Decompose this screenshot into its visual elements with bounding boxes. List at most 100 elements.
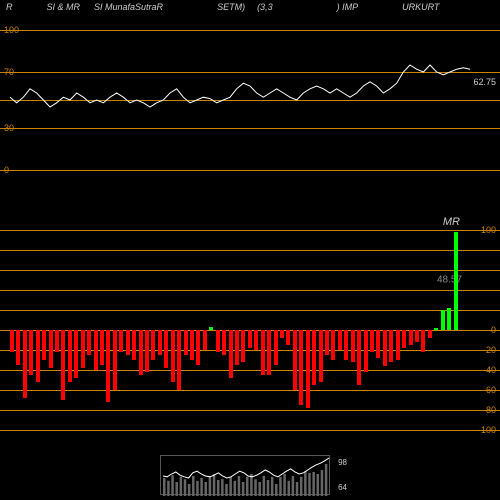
mr-bar	[184, 330, 188, 355]
mr-bar	[364, 330, 368, 372]
mr-bar	[74, 330, 78, 378]
mr-bar	[106, 330, 110, 402]
grid-label: -20	[483, 345, 496, 355]
mr-bar	[68, 330, 72, 382]
mr-bar	[158, 330, 162, 355]
mr-bar	[190, 330, 194, 360]
gridline	[0, 430, 500, 431]
mr-bar	[235, 330, 239, 365]
header-label: (3,3	[257, 2, 273, 12]
mr-bar	[229, 330, 233, 378]
mr-bar	[274, 330, 278, 365]
mr-bar	[171, 330, 175, 382]
mr-bar	[421, 330, 425, 352]
mr-bar	[126, 330, 130, 355]
grid-label: 0	[491, 325, 496, 335]
mr-bar	[81, 330, 85, 368]
mr-bar	[61, 330, 65, 400]
mr-bar	[23, 330, 27, 398]
mr-bar	[344, 330, 348, 360]
mr-bar	[222, 330, 226, 355]
mr-bar	[357, 330, 361, 385]
mini-label-top: 98	[338, 458, 347, 467]
mr-bar	[428, 330, 432, 338]
mr-bar	[87, 330, 91, 355]
mr-bar	[312, 330, 316, 385]
grid-label: 100	[481, 225, 496, 235]
mr-bar	[434, 328, 438, 330]
header-label: SETM)	[217, 2, 245, 12]
mr-bar	[145, 330, 149, 372]
mr-bar	[351, 330, 355, 362]
mr-bar	[203, 330, 207, 350]
mr-bar	[441, 310, 445, 330]
mini-summary-panel: 9864	[160, 455, 330, 495]
mr-bar	[306, 330, 310, 408]
grid-label: -40	[483, 365, 496, 375]
rsi-panel: 0307010062.75	[0, 30, 500, 170]
mr-bar	[267, 330, 271, 375]
mr-bar	[389, 330, 393, 362]
grid-label: -100	[478, 425, 496, 435]
mr-bar	[319, 330, 323, 382]
mr-bar	[409, 330, 413, 345]
mr-bar	[164, 330, 168, 368]
mr-bar	[16, 330, 20, 365]
mr-bar	[293, 330, 297, 390]
mr-bar	[119, 330, 123, 352]
mini-chart	[161, 456, 331, 496]
mr-bar	[139, 330, 143, 375]
gridline	[0, 270, 500, 271]
mr-bar	[177, 330, 181, 390]
header-label: SI MunafaSutraR	[94, 2, 163, 12]
mr-bar	[454, 232, 458, 330]
gridline	[0, 290, 500, 291]
gridline	[0, 230, 500, 231]
mr-bar	[113, 330, 117, 390]
header-labels: R SI & MR SI MunafaSutraR SETM) (3,3 ) IMP URK…	[0, 0, 500, 14]
mr-bar	[370, 330, 374, 352]
mr-bar	[331, 330, 335, 360]
mr-bar	[396, 330, 400, 360]
mr-bar	[209, 327, 213, 330]
gridline	[0, 390, 500, 391]
mr-bar	[10, 330, 14, 352]
mr-bar	[42, 330, 46, 360]
mr-bar	[132, 330, 136, 360]
gridline	[0, 310, 500, 311]
mr-bar-panel: -100-80-60-40-200100MR48.57	[0, 230, 500, 430]
mr-bar	[402, 330, 406, 348]
mr-bar	[151, 330, 155, 360]
mr-bar	[216, 330, 220, 352]
current-value-label: 62.75	[473, 77, 496, 87]
mr-bar	[100, 330, 104, 365]
mr-bar	[55, 330, 59, 352]
mr-bar	[29, 330, 33, 375]
mr-bar	[325, 330, 329, 355]
panel-title: MR	[443, 216, 460, 228]
mr-bar	[248, 330, 252, 348]
mr-bar	[286, 330, 290, 345]
mr-bar	[415, 330, 419, 342]
mr-bar	[254, 330, 258, 350]
header-label: R	[6, 2, 13, 12]
mr-bar	[196, 330, 200, 365]
mr-bar	[241, 330, 245, 362]
gridline	[0, 170, 500, 171]
mr-bar	[447, 308, 451, 330]
header-label: ) IMP	[337, 2, 359, 12]
header-label: SI & MR	[47, 2, 81, 12]
mr-bar	[36, 330, 40, 382]
grid-label: -80	[483, 405, 496, 415]
gridline	[0, 410, 500, 411]
mr-bar	[299, 330, 303, 405]
mr-bar	[49, 330, 53, 368]
value-label: 48.57	[437, 275, 462, 286]
mr-bar	[94, 330, 98, 370]
header-label: URKURT	[402, 2, 439, 12]
rsi-line	[0, 30, 500, 170]
grid-label: -60	[483, 385, 496, 395]
mini-label-bottom: 64	[338, 483, 347, 492]
mr-bar	[376, 330, 380, 358]
mr-bar	[280, 330, 284, 338]
